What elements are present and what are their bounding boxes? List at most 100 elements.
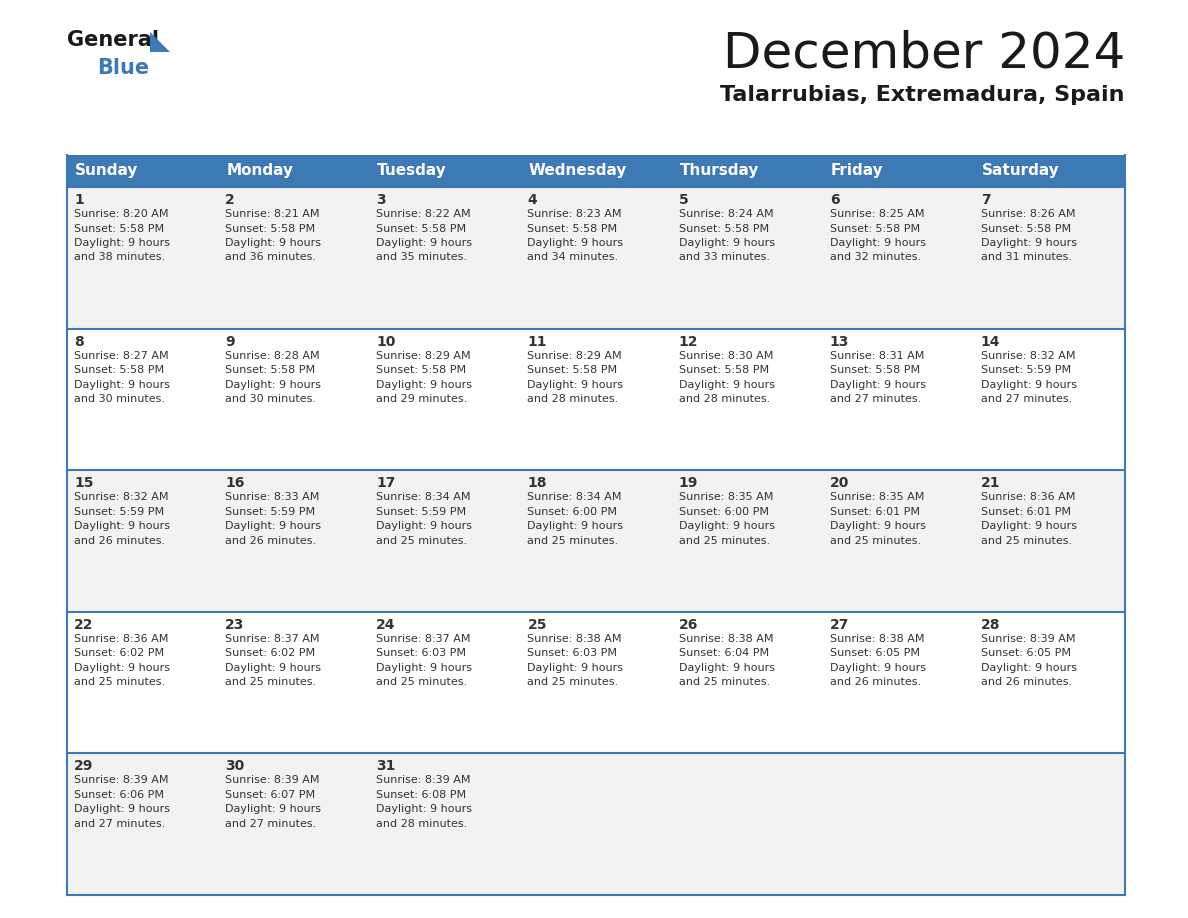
Bar (520, 754, 671, 895)
Text: 3: 3 (377, 193, 386, 207)
Text: Daylight: 9 hours: Daylight: 9 hours (527, 238, 624, 248)
Text: and 26 minutes.: and 26 minutes. (74, 536, 165, 545)
Text: Daylight: 9 hours: Daylight: 9 hours (527, 663, 624, 673)
Bar (823, 329, 974, 470)
Text: Sunset: 6:08 PM: Sunset: 6:08 PM (377, 789, 467, 800)
Bar (823, 470, 974, 611)
Text: and 25 minutes.: and 25 minutes. (981, 536, 1072, 545)
Bar (671, 470, 823, 611)
Bar (219, 611, 369, 754)
Text: 11: 11 (527, 334, 546, 349)
Text: Blue: Blue (97, 58, 150, 78)
Text: 1: 1 (74, 193, 83, 207)
Text: Daylight: 9 hours: Daylight: 9 hours (981, 380, 1076, 389)
Text: Friday: Friday (830, 163, 884, 178)
Text: Daylight: 9 hours: Daylight: 9 hours (74, 238, 170, 248)
Text: Sunset: 6:05 PM: Sunset: 6:05 PM (829, 648, 920, 658)
Bar (67, 470, 219, 611)
Text: and 26 minutes.: and 26 minutes. (829, 677, 921, 688)
Text: Sunset: 5:58 PM: Sunset: 5:58 PM (377, 365, 467, 375)
Text: 2: 2 (226, 193, 235, 207)
Bar (67, 754, 219, 895)
Text: Daylight: 9 hours: Daylight: 9 hours (678, 521, 775, 532)
Bar (219, 187, 369, 329)
Text: Sunset: 5:59 PM: Sunset: 5:59 PM (74, 507, 164, 517)
Text: 4: 4 (527, 193, 537, 207)
Bar (671, 187, 823, 329)
Text: and 25 minutes.: and 25 minutes. (226, 677, 316, 688)
Bar (974, 155, 1125, 187)
Text: 12: 12 (678, 334, 699, 349)
Bar (671, 329, 823, 470)
Text: Sunrise: 8:39 AM: Sunrise: 8:39 AM (377, 776, 470, 786)
Text: Sunrise: 8:27 AM: Sunrise: 8:27 AM (74, 351, 169, 361)
Text: and 25 minutes.: and 25 minutes. (74, 677, 165, 688)
Text: Sunrise: 8:23 AM: Sunrise: 8:23 AM (527, 209, 623, 219)
Text: Sunrise: 8:39 AM: Sunrise: 8:39 AM (981, 633, 1075, 644)
Text: Wednesday: Wednesday (529, 163, 627, 178)
Text: 10: 10 (377, 334, 396, 349)
Text: Daylight: 9 hours: Daylight: 9 hours (377, 521, 473, 532)
Text: Daylight: 9 hours: Daylight: 9 hours (226, 663, 321, 673)
Text: Sunrise: 8:32 AM: Sunrise: 8:32 AM (981, 351, 1075, 361)
Bar (369, 470, 520, 611)
Text: 8: 8 (74, 334, 83, 349)
Text: Sunset: 5:58 PM: Sunset: 5:58 PM (678, 223, 769, 233)
Text: 29: 29 (74, 759, 94, 773)
Text: Sunrise: 8:30 AM: Sunrise: 8:30 AM (678, 351, 773, 361)
Text: Daylight: 9 hours: Daylight: 9 hours (226, 380, 321, 389)
Text: Sunrise: 8:29 AM: Sunrise: 8:29 AM (527, 351, 623, 361)
Text: and 27 minutes.: and 27 minutes. (829, 394, 921, 404)
Text: 18: 18 (527, 476, 546, 490)
Text: Daylight: 9 hours: Daylight: 9 hours (829, 663, 925, 673)
Bar (974, 754, 1125, 895)
Text: and 36 minutes.: and 36 minutes. (226, 252, 316, 263)
Text: Thursday: Thursday (680, 163, 759, 178)
Text: Sunrise: 8:38 AM: Sunrise: 8:38 AM (527, 633, 623, 644)
Text: 15: 15 (74, 476, 94, 490)
Text: and 27 minutes.: and 27 minutes. (226, 819, 316, 829)
Text: 5: 5 (678, 193, 688, 207)
Text: General: General (67, 30, 159, 50)
Bar (219, 754, 369, 895)
Text: Daylight: 9 hours: Daylight: 9 hours (377, 238, 473, 248)
Text: and 33 minutes.: and 33 minutes. (678, 252, 770, 263)
Text: Sunrise: 8:39 AM: Sunrise: 8:39 AM (226, 776, 320, 786)
Text: Sunday: Sunday (75, 163, 138, 178)
Text: 27: 27 (829, 618, 849, 632)
Text: Sunset: 5:59 PM: Sunset: 5:59 PM (226, 507, 315, 517)
Bar (520, 611, 671, 754)
Text: and 31 minutes.: and 31 minutes. (981, 252, 1072, 263)
Text: and 34 minutes.: and 34 minutes. (527, 252, 619, 263)
Text: 17: 17 (377, 476, 396, 490)
Bar (823, 155, 974, 187)
Text: and 28 minutes.: and 28 minutes. (527, 394, 619, 404)
Text: and 28 minutes.: and 28 minutes. (678, 394, 770, 404)
Text: Sunset: 6:00 PM: Sunset: 6:00 PM (678, 507, 769, 517)
Text: Daylight: 9 hours: Daylight: 9 hours (981, 663, 1076, 673)
Text: Sunset: 5:58 PM: Sunset: 5:58 PM (829, 365, 920, 375)
Text: and 29 minutes.: and 29 minutes. (377, 394, 468, 404)
Text: and 30 minutes.: and 30 minutes. (74, 394, 165, 404)
Text: Sunrise: 8:28 AM: Sunrise: 8:28 AM (226, 351, 320, 361)
Text: Sunset: 6:07 PM: Sunset: 6:07 PM (226, 789, 315, 800)
Text: Sunrise: 8:35 AM: Sunrise: 8:35 AM (678, 492, 773, 502)
Bar (823, 187, 974, 329)
Text: Sunset: 6:05 PM: Sunset: 6:05 PM (981, 648, 1070, 658)
Text: Sunset: 5:58 PM: Sunset: 5:58 PM (829, 223, 920, 233)
Text: 25: 25 (527, 618, 546, 632)
Text: Sunrise: 8:31 AM: Sunrise: 8:31 AM (829, 351, 924, 361)
Bar (67, 329, 219, 470)
Text: Sunrise: 8:33 AM: Sunrise: 8:33 AM (226, 492, 320, 502)
Text: Sunset: 5:58 PM: Sunset: 5:58 PM (981, 223, 1072, 233)
Bar (823, 754, 974, 895)
Bar (823, 611, 974, 754)
Text: Daylight: 9 hours: Daylight: 9 hours (74, 804, 170, 814)
Text: Sunset: 6:06 PM: Sunset: 6:06 PM (74, 789, 164, 800)
Bar (974, 329, 1125, 470)
Text: Sunset: 6:00 PM: Sunset: 6:00 PM (527, 507, 618, 517)
Text: 22: 22 (74, 618, 94, 632)
Text: and 25 minutes.: and 25 minutes. (377, 677, 467, 688)
Text: 24: 24 (377, 618, 396, 632)
Text: Daylight: 9 hours: Daylight: 9 hours (377, 663, 473, 673)
